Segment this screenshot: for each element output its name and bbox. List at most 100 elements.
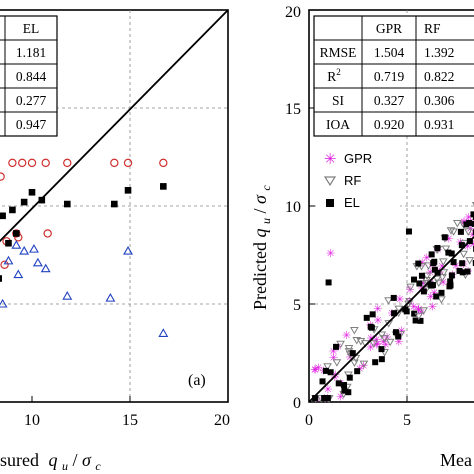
legend-label-rf: RF [344, 173, 361, 188]
left-point-s0-13 [0, 260, 9, 269]
right-point-rf-109 [424, 262, 433, 270]
right-point-el-161 [438, 289, 445, 296]
right-point-rf-121 [380, 349, 389, 357]
left-point-s0-6 [110, 158, 119, 168]
left-point-s0-1 [8, 158, 17, 168]
right-point-rf-79 [432, 275, 442, 284]
right-y-axis-label: Predicted q u / σ c [250, 185, 274, 310]
left-point-s0-10 [12, 229, 21, 238]
right-table-label-r2: R2 [327, 67, 341, 84]
right-ylabel-q: q [250, 229, 270, 238]
right-point-el-151 [459, 269, 466, 276]
right-point-rf-132 [452, 220, 462, 228]
right-point-gpr-56: ✳ [373, 302, 382, 315]
right-point-rf-117 [356, 337, 366, 346]
right-point-el-136 [369, 311, 376, 318]
right-point-el-147 [378, 346, 385, 353]
right-point-el-185 [470, 211, 474, 218]
right-point-gpr-13: ✳ [419, 277, 428, 290]
right-point-gpr-54: ✳ [426, 291, 435, 304]
right-point-el-199 [447, 278, 454, 285]
right-point-rf-81 [417, 263, 426, 271]
left-point-s2-2 [20, 198, 28, 206]
right-point-el-160 [448, 250, 455, 257]
right-ylabel-prefix: Predicted [250, 238, 270, 310]
left-table-value-rmse: 1.181 [16, 45, 46, 60]
legend-marker-rf [323, 176, 337, 187]
right-point-gpr-38: ✳ [409, 301, 418, 314]
left-point-s1-9 [123, 245, 133, 255]
right-point-rf-130 [422, 272, 432, 281]
right-point-el-200 [322, 367, 329, 374]
right-point-gpr-37: ✳ [430, 286, 439, 299]
left-point-s1-4 [32, 257, 43, 267]
left-point-s1-11 [158, 328, 169, 337]
right-point-el-203 [395, 333, 402, 340]
left-point-s0-12 [43, 229, 52, 238]
left-point-s2-8 [160, 183, 167, 190]
left-point-s1-8 [105, 293, 116, 302]
right-table-label-r2-sup: 2 [336, 67, 341, 77]
right-point-el-187 [345, 389, 352, 396]
right-table-label-r2-base: R [327, 69, 336, 84]
left-table-frame [0, 15, 58, 137]
right-point-gpr-42: ✳ [323, 383, 332, 396]
right-point-gpr-14: ✳ [464, 211, 473, 224]
right-ytick-label-10: 10 [285, 199, 301, 216]
right-point-gpr-60: ✳ [314, 361, 323, 374]
legend-marker-gpr: ✳ [324, 150, 337, 168]
right-point-gpr-29: ✳ [372, 333, 381, 346]
right-point-rf-124 [384, 297, 393, 305]
right-point-el-139 [346, 374, 353, 381]
right-point-el-189 [335, 380, 342, 387]
right-x-ticks: 0 5 [305, 396, 411, 429]
right-point-el-180 [456, 267, 463, 274]
right-point-el-195 [429, 282, 436, 289]
left-table-value-r2: 0.844 [16, 69, 47, 84]
left-table-header: EL [23, 21, 40, 36]
right-ytick-label-20: 20 [285, 4, 301, 21]
right-point-gpr-30: ✳ [366, 332, 375, 345]
right-x-axis-label: Mea [440, 450, 472, 470]
right-point-el-192 [327, 369, 334, 376]
right-point-rf-96 [323, 363, 332, 371]
right-point-gpr-31: ✳ [414, 303, 423, 316]
right-point-rf-82 [465, 257, 474, 265]
left-point-s0-5 [63, 158, 72, 168]
right-point-rf-87 [385, 338, 395, 347]
right-point-rf-127 [369, 340, 378, 348]
left-point-s2-7 [124, 187, 132, 194]
right-table-gpr-rmse: 1.504 [374, 45, 405, 60]
left-point-s0-2 [18, 158, 27, 168]
right-table-gpr-ioa: 0.920 [374, 117, 405, 132]
right-ytick-label-0: 0 [293, 395, 301, 412]
right-point-rf-84 [394, 305, 404, 314]
left-xtick-label-15: 15 [122, 412, 138, 429]
left-point-s1-0 [3, 255, 14, 265]
right-ytick-label-5: 5 [293, 297, 301, 314]
right-point-el-152 [363, 314, 370, 321]
left-points [0, 158, 169, 337]
right-point-rf-112 [446, 227, 456, 235]
right-point-el-153 [312, 395, 319, 402]
legend-label-el: EL [344, 195, 360, 210]
right-point-gpr-58: ✳ [311, 364, 320, 377]
left-x-axis-label: sured q u / σ c [0, 450, 101, 474]
left-point-s2-11 [0, 275, 2, 282]
right-point-gpr-25: ✳ [372, 338, 381, 351]
right-point-gpr-49: ✳ [439, 276, 448, 289]
right-point-rf-122 [349, 327, 359, 335]
left-reference-line [0, 9, 229, 243]
right-point-rf-123 [441, 245, 451, 254]
left-table-value-ioa: 0.947 [16, 117, 47, 132]
right-point-rf-110 [377, 331, 387, 339]
left-xtick-label-10: 10 [24, 412, 40, 429]
right-point-rf-74 [459, 250, 468, 259]
left-point-s2-3 [28, 188, 36, 196]
right-ylabel-u: u [259, 218, 273, 224]
right-reference-line [308, 235, 474, 403]
left-xlabel-u: u [62, 459, 68, 473]
right-ylabel-c: c [259, 185, 273, 191]
right-table-rf-rmse: 1.392 [424, 45, 454, 60]
right-point-outlier-gpr: ✳ [326, 247, 335, 260]
